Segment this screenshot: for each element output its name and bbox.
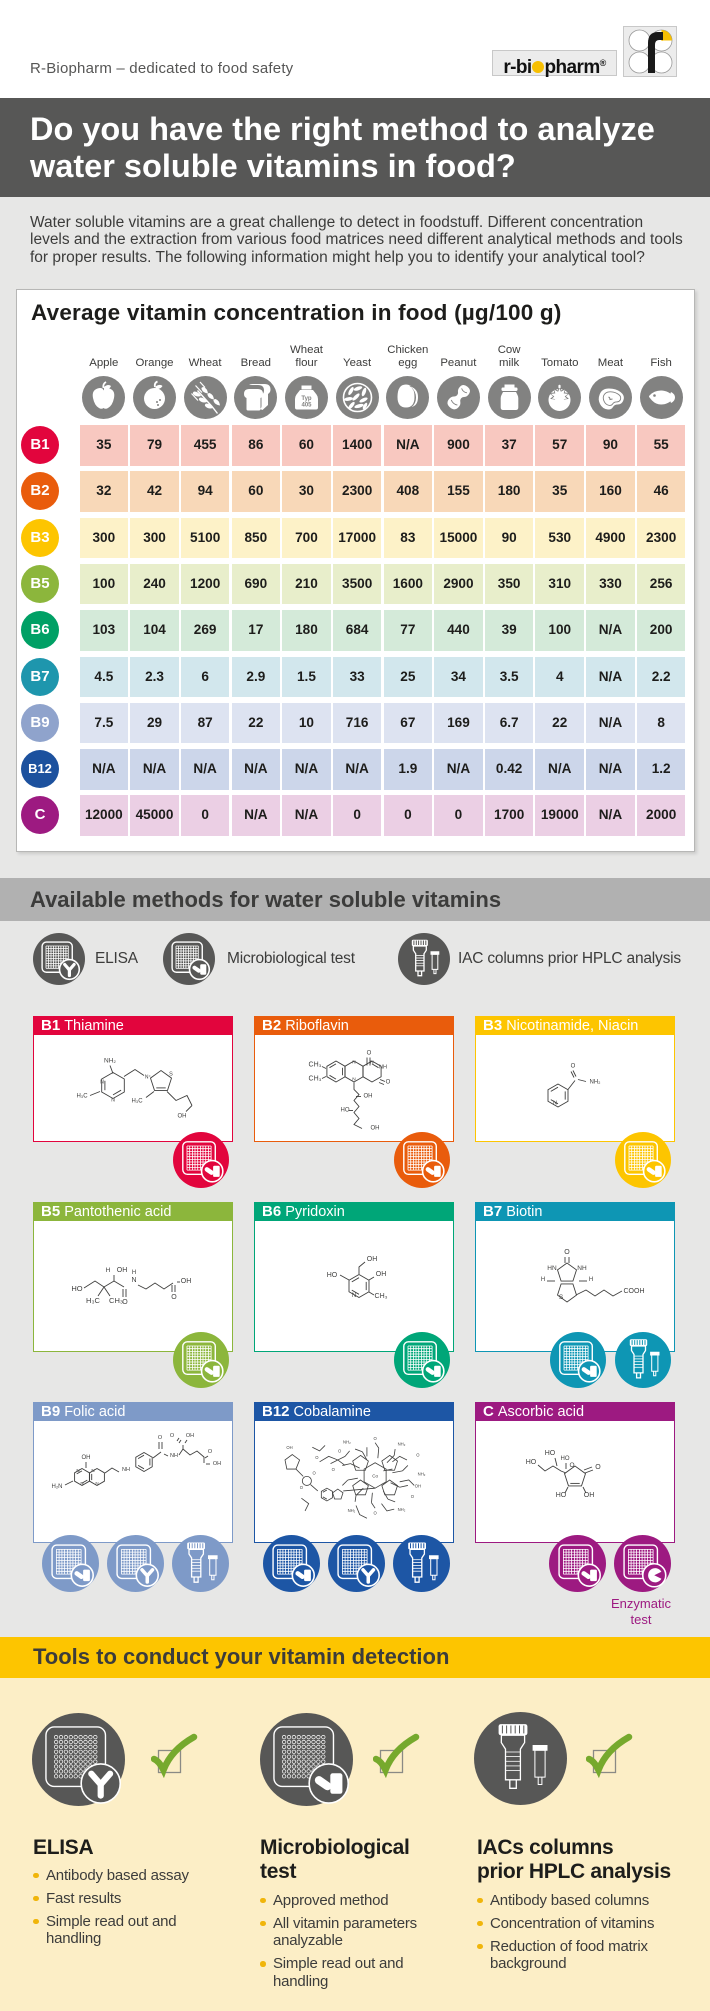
svg-text:H₃C: H₃C bbox=[76, 1093, 88, 1099]
svg-text:O: O bbox=[332, 1467, 336, 1472]
svg-text:HN: HN bbox=[547, 1265, 557, 1272]
svg-text:OH: OH bbox=[213, 1461, 221, 1467]
svg-text:O: O bbox=[411, 1494, 415, 1499]
svg-text:O: O bbox=[313, 1471, 317, 1476]
svg-text:H: H bbox=[132, 1270, 136, 1276]
svg-text:N: N bbox=[76, 1468, 79, 1473]
svg-text:S: S bbox=[169, 1071, 173, 1077]
svg-text:OH: OH bbox=[364, 1093, 373, 1099]
svg-text:S: S bbox=[559, 1294, 564, 1301]
svg-text:OH: OH bbox=[178, 1113, 187, 1119]
svg-text:N: N bbox=[91, 1468, 94, 1473]
svg-text:CH₃: CH₃ bbox=[309, 1061, 322, 1068]
svg-text:N: N bbox=[553, 1100, 557, 1106]
svg-text:OH: OH bbox=[181, 1278, 192, 1285]
svg-text:N: N bbox=[111, 1097, 115, 1103]
svg-text:NH₂: NH₂ bbox=[398, 1441, 406, 1446]
svg-text:O: O bbox=[571, 1063, 576, 1069]
svg-text:HO: HO bbox=[545, 1450, 556, 1457]
svg-text:O: O bbox=[170, 1433, 175, 1439]
svg-text:NH: NH bbox=[170, 1453, 178, 1459]
svg-text:O: O bbox=[300, 1485, 304, 1490]
svg-text:H₃C: H₃C bbox=[86, 1296, 100, 1305]
svg-text:O: O bbox=[171, 1294, 177, 1301]
svg-text:N: N bbox=[352, 1076, 356, 1082]
svg-text:NH₂: NH₂ bbox=[590, 1079, 602, 1085]
svg-text:H₂N: H₂N bbox=[52, 1484, 63, 1490]
svg-text:O: O bbox=[373, 1511, 377, 1516]
svg-text:N: N bbox=[370, 1059, 374, 1065]
svg-text:O: O bbox=[373, 1436, 377, 1441]
svg-text:CH₃: CH₃ bbox=[375, 1293, 388, 1300]
svg-text:H₃C: H₃C bbox=[131, 1098, 143, 1104]
svg-text:O: O bbox=[315, 1455, 319, 1460]
svg-text:OH: OH bbox=[367, 1256, 378, 1263]
svg-text:N: N bbox=[352, 1059, 356, 1065]
svg-text:OH: OH bbox=[371, 1125, 380, 1131]
svg-text:H: H bbox=[541, 1277, 545, 1283]
svg-text:OH: OH bbox=[286, 1445, 292, 1450]
svg-text:NH: NH bbox=[379, 1064, 387, 1070]
svg-text:N: N bbox=[100, 1079, 104, 1085]
svg-text:H: H bbox=[106, 1267, 111, 1274]
svg-text:NH₂: NH₂ bbox=[418, 1471, 426, 1476]
svg-text:N: N bbox=[95, 1481, 98, 1486]
svg-text:HO: HO bbox=[327, 1272, 338, 1279]
svg-text:OH: OH bbox=[415, 1483, 421, 1488]
svg-text:HO: HO bbox=[561, 1456, 570, 1462]
svg-text:O: O bbox=[386, 1079, 391, 1085]
svg-text:N: N bbox=[80, 1481, 83, 1486]
svg-text:O: O bbox=[416, 1452, 420, 1457]
svg-text:O: O bbox=[122, 1299, 128, 1306]
svg-text:OH: OH bbox=[584, 1492, 595, 1499]
svg-text:O: O bbox=[158, 1435, 163, 1441]
svg-text:Typ: Typ bbox=[301, 396, 312, 402]
svg-text:NH₂: NH₂ bbox=[398, 1507, 406, 1512]
svg-text:HO: HO bbox=[341, 1107, 350, 1113]
svg-text:NH: NH bbox=[577, 1265, 587, 1272]
svg-text:H: H bbox=[589, 1277, 593, 1283]
svg-text:NH₂: NH₂ bbox=[348, 1508, 356, 1513]
svg-text:CH₃: CH₃ bbox=[309, 1075, 322, 1082]
svg-text:N⁺: N⁺ bbox=[145, 1074, 152, 1080]
svg-text:N: N bbox=[131, 1277, 136, 1284]
svg-text:OH: OH bbox=[82, 1455, 91, 1461]
svg-text:N: N bbox=[352, 1293, 356, 1299]
svg-text:405: 405 bbox=[301, 403, 312, 409]
svg-text:COOH: COOH bbox=[624, 1288, 645, 1295]
svg-text:NH₂: NH₂ bbox=[343, 1440, 351, 1445]
svg-text:HO: HO bbox=[556, 1492, 567, 1499]
svg-text:NH₂: NH₂ bbox=[104, 1057, 116, 1064]
svg-text:HO: HO bbox=[526, 1459, 537, 1466]
svg-text:HO: HO bbox=[71, 1284, 82, 1293]
svg-text:CH₃: CH₃ bbox=[109, 1296, 123, 1305]
svg-text:OH: OH bbox=[186, 1433, 194, 1439]
svg-text:OH: OH bbox=[376, 1271, 387, 1278]
svg-text:OH: OH bbox=[117, 1267, 128, 1274]
svg-text:NH: NH bbox=[122, 1467, 130, 1473]
svg-text:O: O bbox=[569, 1462, 574, 1469]
svg-text:O: O bbox=[367, 1050, 372, 1056]
svg-text:O: O bbox=[208, 1449, 213, 1455]
svg-text:O: O bbox=[338, 1449, 342, 1454]
svg-text:O: O bbox=[564, 1249, 570, 1256]
svg-text:Co: Co bbox=[372, 1473, 378, 1478]
svg-text:O: O bbox=[595, 1464, 601, 1471]
